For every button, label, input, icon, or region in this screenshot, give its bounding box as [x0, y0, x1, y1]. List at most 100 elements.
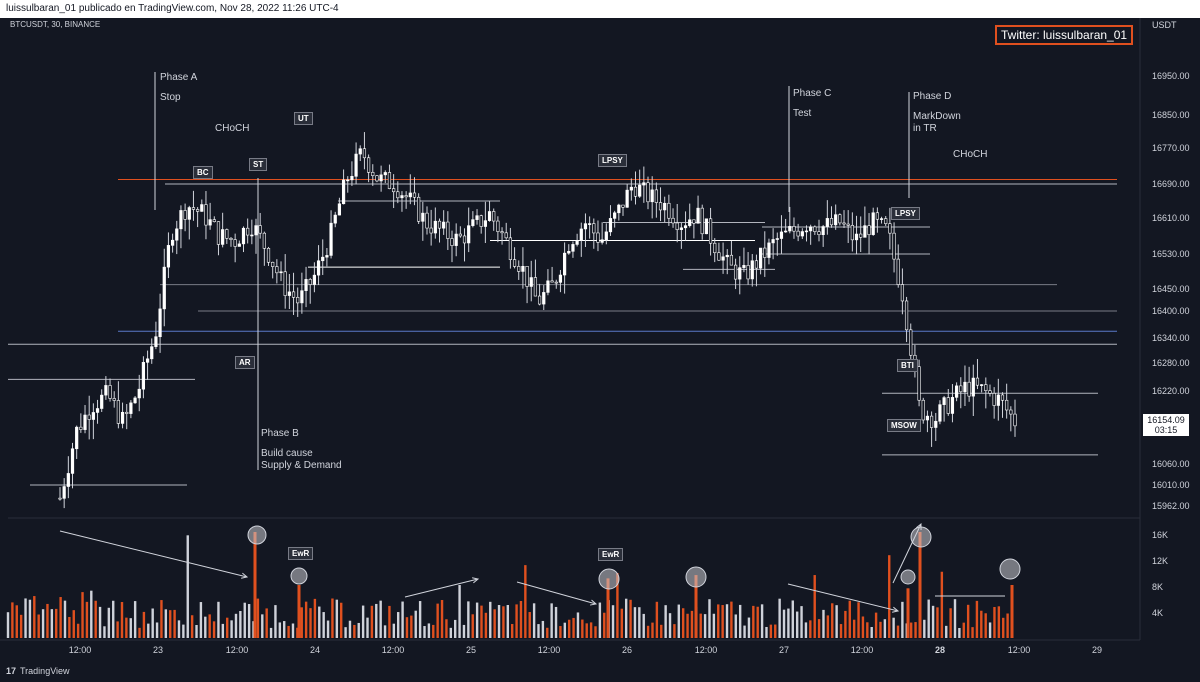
- candle-body: [504, 232, 508, 239]
- candle-body: [938, 404, 942, 422]
- volume-bar: [633, 607, 637, 638]
- time-tick-label: 28: [935, 645, 945, 655]
- volume-bar: [112, 600, 115, 638]
- candle-body: [262, 232, 266, 249]
- candle-body: [479, 215, 483, 227]
- candle-body: [316, 260, 321, 276]
- candle-body: [921, 399, 925, 421]
- candle-body: [542, 292, 546, 305]
- tradingview-logo[interactable]: 17 TradingView: [6, 666, 70, 676]
- candle-body: [137, 388, 141, 399]
- candle-body: [888, 223, 892, 234]
- volume-bar: [103, 626, 106, 638]
- volume-bar: [699, 613, 702, 638]
- candle-body: [396, 191, 400, 199]
- volume-bar: [901, 601, 904, 638]
- candle-body: [120, 411, 125, 424]
- candle-body: [642, 182, 646, 186]
- candle-body: [904, 300, 909, 331]
- volume-bar: [546, 627, 549, 638]
- candle-body: [871, 212, 875, 235]
- candle-body: [145, 358, 150, 363]
- candle-body: [237, 243, 241, 247]
- candle-body: [663, 202, 667, 211]
- volume-bar: [519, 601, 523, 638]
- volume-bar: [945, 625, 948, 638]
- candle-body: [1005, 399, 1009, 411]
- candle-body: [667, 202, 671, 219]
- volume-bar: [927, 599, 930, 638]
- choch-right-label: CHoCH: [953, 149, 988, 160]
- candle-body: [229, 237, 233, 240]
- candle-body: [154, 336, 158, 347]
- candle-body: [729, 254, 734, 266]
- volume-bar: [717, 604, 720, 638]
- candle-body: [900, 284, 905, 302]
- logo-text: TradingView: [20, 666, 70, 676]
- candle-body: [358, 148, 362, 155]
- volume-bar: [283, 621, 286, 638]
- candle-body: [750, 260, 754, 280]
- volume-bar: [984, 613, 987, 638]
- volume-bar: [681, 608, 685, 638]
- volume-bar: [760, 604, 764, 638]
- volume-bar: [839, 624, 843, 638]
- volume-bar: [85, 601, 89, 638]
- volume-bar: [554, 606, 558, 638]
- volume-bar: [861, 616, 865, 638]
- volume-tick-label: 8K: [1152, 582, 1163, 592]
- candle-body: [717, 252, 721, 261]
- ut-label: UT: [294, 112, 313, 125]
- volume-bar: [234, 613, 238, 638]
- candle-body: [809, 226, 813, 232]
- markdown-label: MarkDown in TR: [913, 111, 961, 134]
- candle-body: [325, 255, 329, 258]
- candle-body: [708, 218, 713, 244]
- candle-body: [746, 265, 750, 280]
- candle-body: [291, 291, 296, 298]
- volume-bar: [730, 601, 733, 638]
- candle-body: [158, 308, 162, 338]
- candle-body: [175, 228, 179, 241]
- volume-spike-bar: [606, 578, 610, 638]
- volume-bar: [291, 623, 295, 638]
- candle-body: [608, 218, 613, 233]
- phase-a-label: Phase A: [160, 72, 198, 83]
- candle-body: [792, 226, 796, 232]
- volume-bar: [484, 612, 488, 638]
- candle-body: [909, 329, 913, 356]
- countdown: 03:15: [1154, 425, 1178, 435]
- volume-spike-bar: [297, 585, 301, 638]
- candle-body: [141, 362, 146, 390]
- candle-body: [554, 281, 558, 284]
- volume-bar: [506, 605, 510, 638]
- candle-body: [946, 397, 950, 414]
- volume-bar: [265, 608, 268, 638]
- candle-body: [654, 189, 658, 203]
- candle-body: [392, 188, 396, 193]
- volume-bar: [497, 605, 501, 638]
- candle-body: [550, 280, 554, 283]
- volume-bar: [817, 619, 821, 638]
- volume-spike-bar: [906, 588, 910, 638]
- candle-body: [383, 172, 387, 176]
- candle-body: [341, 179, 346, 205]
- candle-body: [988, 390, 992, 394]
- candle-body: [829, 218, 834, 226]
- candle-body: [959, 385, 963, 393]
- volume-bar: [655, 601, 659, 638]
- candle-body: [846, 223, 850, 226]
- price-tick-label: 16690.00: [1152, 179, 1190, 189]
- candle-body: [517, 266, 521, 272]
- candle-body: [733, 264, 738, 280]
- volume-bar: [888, 555, 891, 638]
- candle-body: [104, 385, 108, 396]
- candle-body: [842, 222, 846, 225]
- volume-bar: [677, 604, 680, 638]
- volume-spike-bar: [1010, 585, 1014, 638]
- candle-body: [62, 486, 66, 499]
- volume-bar: [6, 612, 10, 638]
- volume-bar: [28, 599, 32, 638]
- volume-bar: [226, 617, 229, 638]
- volume-bar: [81, 592, 84, 638]
